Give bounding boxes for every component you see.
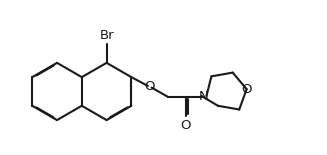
- Text: O: O: [144, 80, 155, 93]
- Text: Br: Br: [99, 29, 114, 42]
- Text: O: O: [241, 83, 252, 96]
- Text: O: O: [181, 119, 191, 132]
- Text: N: N: [199, 90, 209, 103]
